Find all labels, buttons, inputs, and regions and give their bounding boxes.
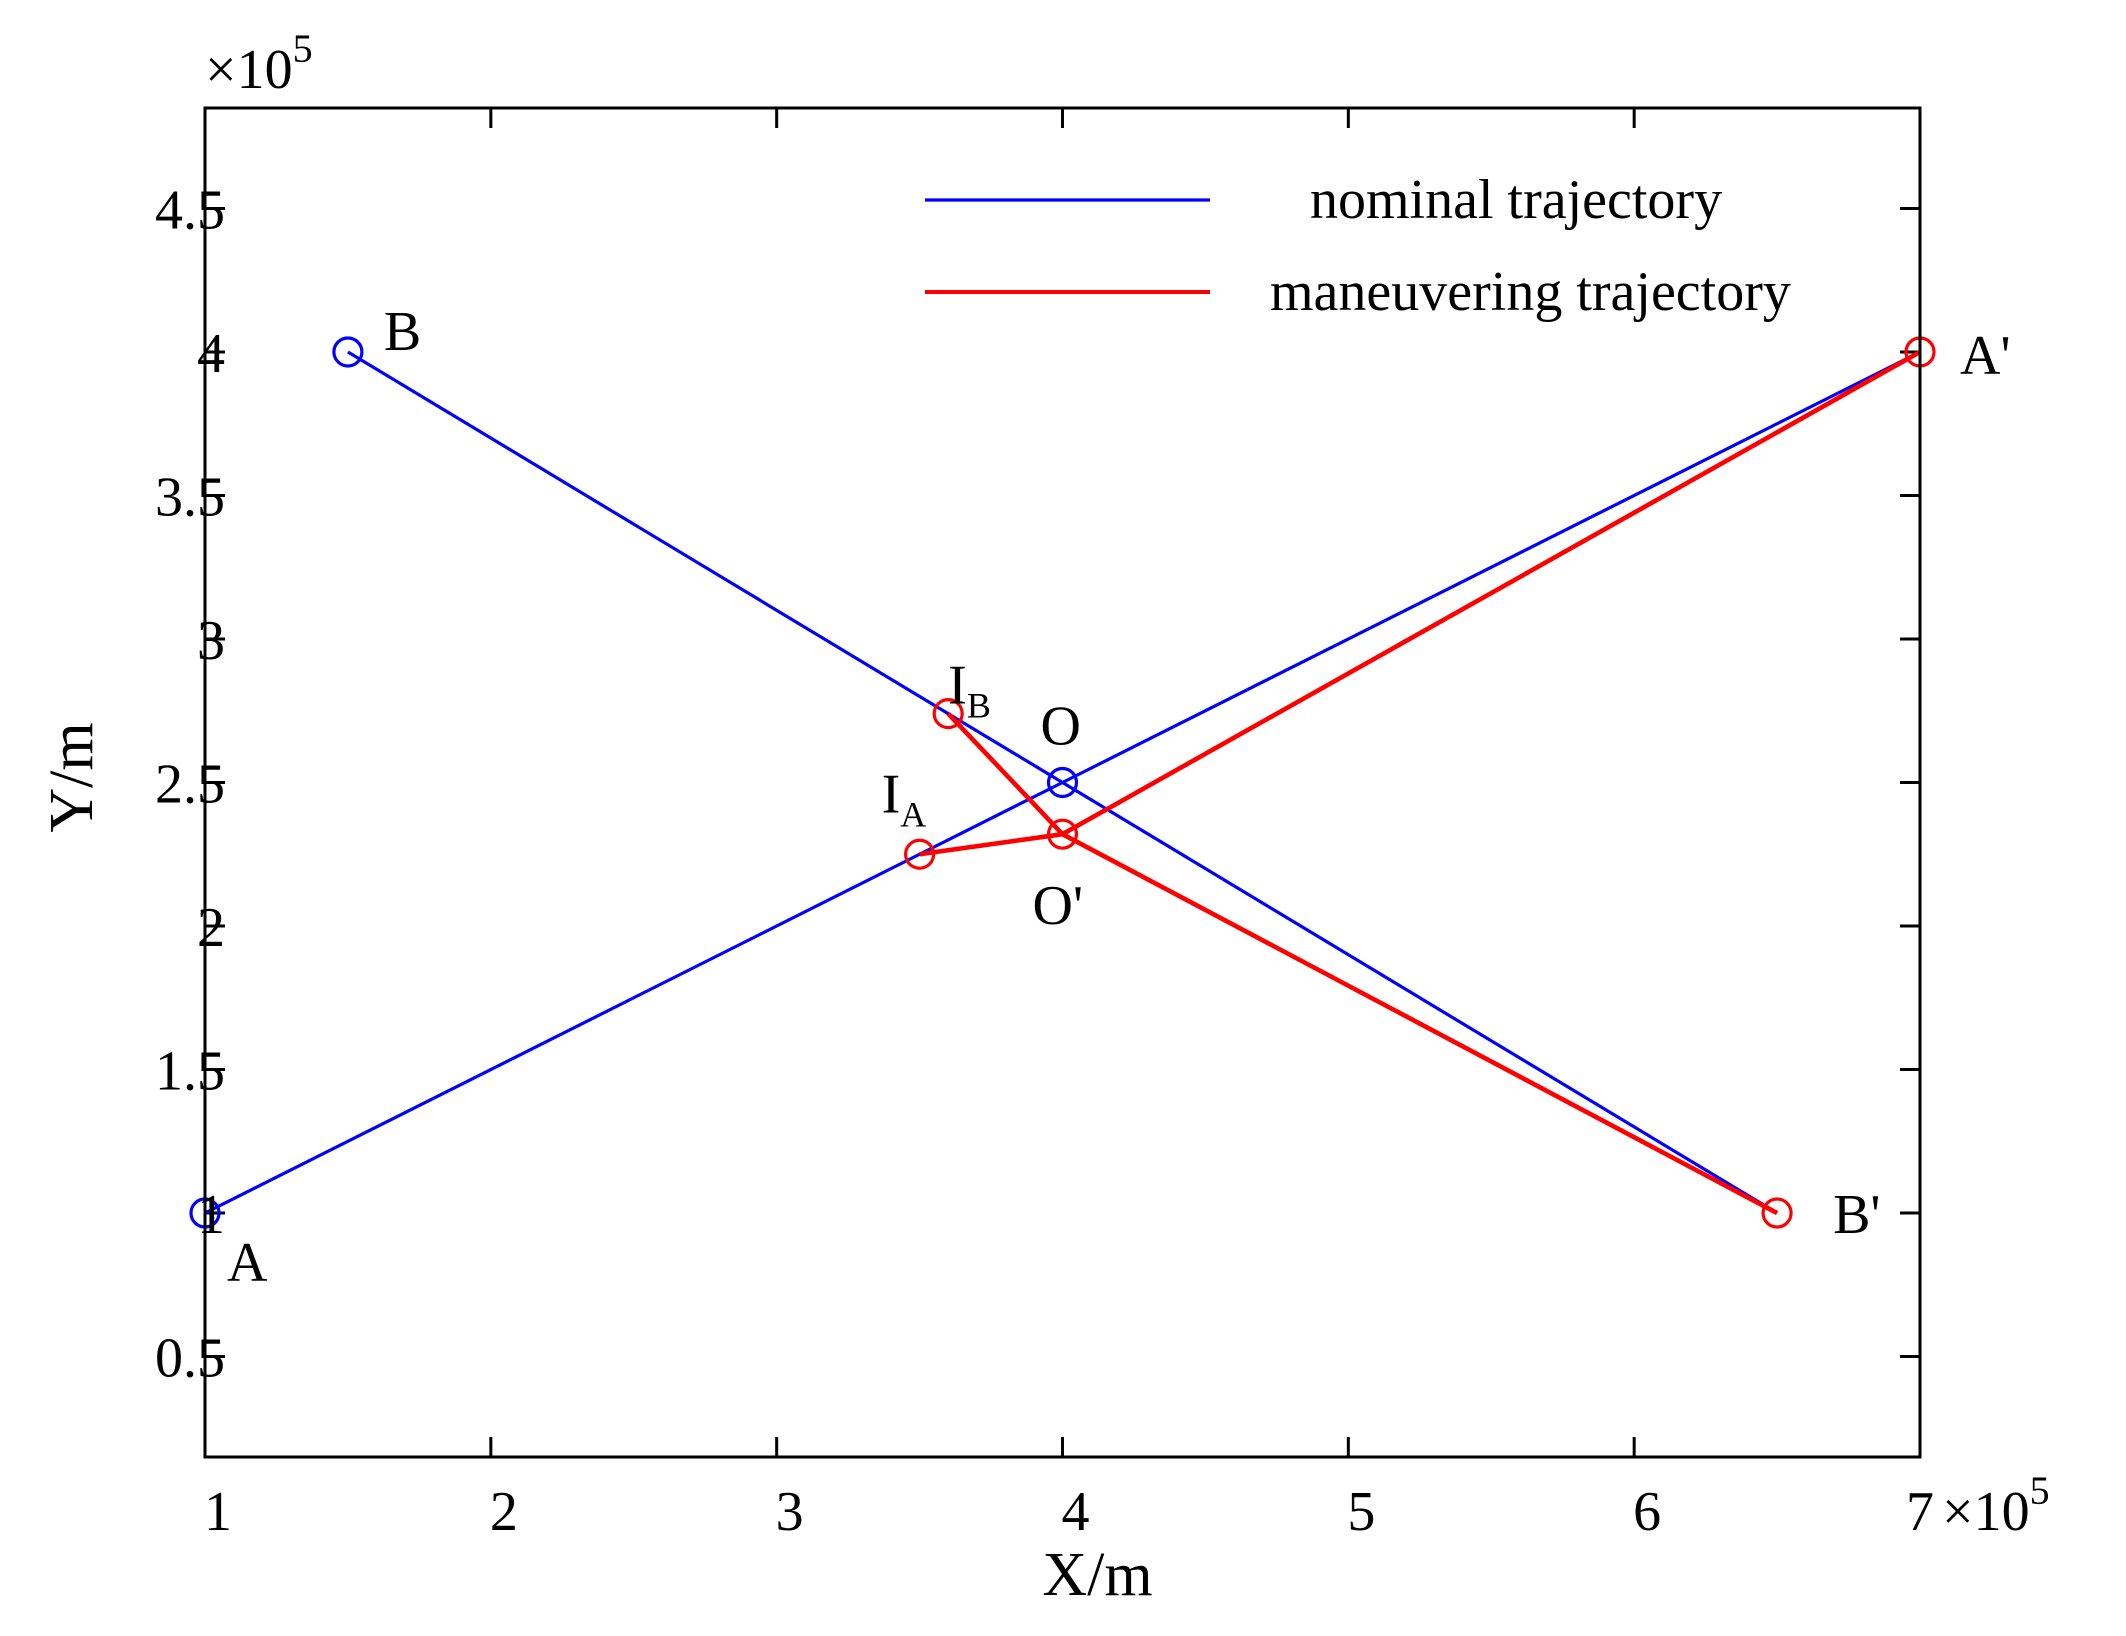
maneuvering-trajectory-line-2 <box>946 712 1779 1216</box>
nominal-point-marker <box>1046 766 1079 799</box>
y-exponent-power: 5 <box>293 26 313 71</box>
point-label-oprime: O' <box>1033 875 1084 937</box>
x-tick-label: 3 <box>776 1481 804 1543</box>
x-exponent-base: ×10 <box>1942 1481 2030 1543</box>
point-label-a: A <box>227 1232 268 1294</box>
y-tick-label: 3 <box>197 610 225 672</box>
maneuvering-point-marker <box>1046 818 1079 850</box>
maneuvering-point-marker <box>903 838 936 870</box>
point-label-bprime: B' <box>1833 1184 1880 1246</box>
point-label-ia: IA <box>882 763 927 834</box>
x-axis-exponent: ×105 <box>1942 1468 2050 1543</box>
point-label-ib: IB <box>948 655 991 726</box>
x-tick-label: 4 <box>1062 1481 1090 1543</box>
maneuvering-point-marker <box>1761 1197 1793 1229</box>
y-tick-label: 2 <box>197 897 225 959</box>
x-exponent-power: 5 <box>2030 1468 2050 1513</box>
legend: nominal trajectory maneuvering trajectory <box>925 169 1791 323</box>
x-tick-label: 6 <box>1633 1481 1661 1543</box>
x-tick-label: 2 <box>490 1481 518 1543</box>
x-tick-label: 7 <box>1906 1481 1934 1543</box>
y-axis-title: Y/m <box>38 722 106 832</box>
point-label-aprime: A' <box>1960 325 2011 387</box>
y-tick-label: 1.5 <box>155 1041 225 1103</box>
nominal-trajectory-line-2 <box>347 350 1778 1215</box>
y-exponent-base: ×10 <box>205 39 293 101</box>
point-label-b: B <box>384 301 421 363</box>
y-tick-label: 3.5 <box>155 466 225 528</box>
point-label-o: O <box>1041 696 1081 758</box>
y-axis-exponent: ×105 <box>205 26 313 101</box>
maneuvering-point-marker <box>932 698 964 730</box>
y-tick-label: 1 <box>197 1184 225 1246</box>
y-tick-label: 4.5 <box>155 179 225 241</box>
y-tick-label: 4 <box>197 323 225 385</box>
x-axis-title: X/m <box>1042 1541 1152 1609</box>
plot-frame <box>203 106 1922 1459</box>
legend-label-nominal: nominal trajectory <box>1310 169 1722 231</box>
nominal-point-marker <box>332 336 364 368</box>
legend-label-maneuvering: maneuvering trajectory <box>1270 261 1791 323</box>
y-tick-label: 2.5 <box>155 754 225 816</box>
y-tick-label: 0.5 <box>155 1328 225 1390</box>
x-tick-label: 1 <box>204 1481 232 1543</box>
x-tick-label: 5 <box>1347 1481 1375 1543</box>
